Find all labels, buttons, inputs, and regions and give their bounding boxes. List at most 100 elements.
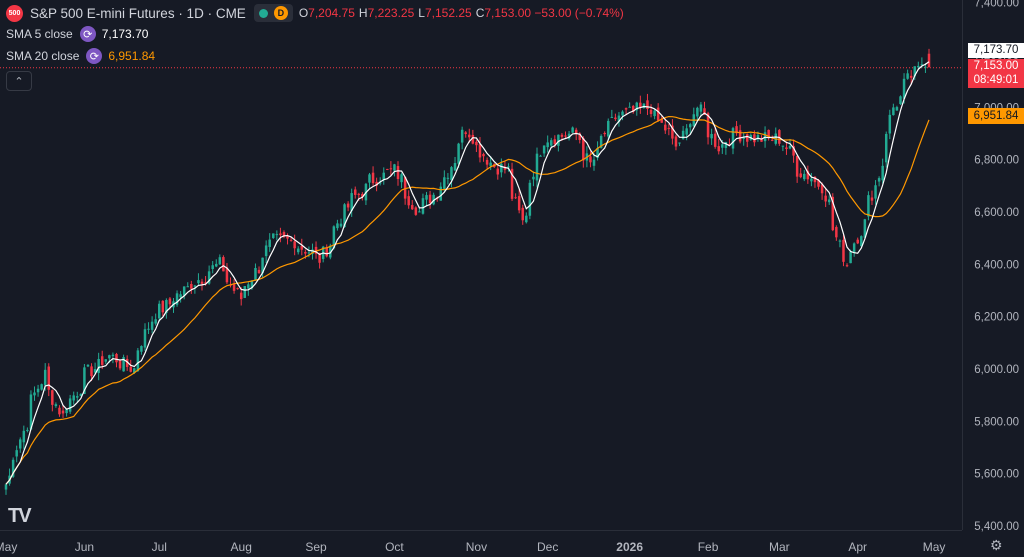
refresh-icon[interactable]: ⟳: [86, 48, 103, 64]
candle-body: [450, 167, 453, 181]
candle-body: [532, 176, 535, 180]
candle: [47, 363, 51, 397]
candle-body: [760, 138, 763, 142]
candle-body: [382, 172, 386, 180]
candle-body: [250, 280, 254, 289]
sp500-icon[interactable]: 500: [6, 4, 23, 22]
candle-body: [877, 178, 881, 182]
tradingview-logo[interactable]: TV: [8, 505, 32, 527]
candle: [535, 147, 539, 188]
candle: [735, 121, 738, 136]
candle: [546, 135, 549, 153]
candle-body: [375, 181, 378, 186]
candle: [318, 252, 321, 269]
candle: [104, 359, 108, 364]
candle: [443, 170, 446, 192]
candle-body: [589, 156, 592, 163]
candle-body: [603, 132, 606, 135]
candle-body: [567, 133, 571, 139]
candle-body: [346, 203, 350, 208]
candle: [389, 161, 393, 176]
candle-body: [888, 114, 892, 134]
candle: [115, 352, 118, 368]
refresh-icon[interactable]: ⟳: [79, 26, 96, 42]
symbol-legend: 500 S&P 500 E-mini Futures · 1D · CME D …: [6, 4, 628, 22]
gear-icon[interactable]: ⚙: [990, 537, 1003, 553]
candle: [411, 200, 414, 210]
candle-body: [646, 100, 649, 109]
candle-body: [475, 141, 478, 146]
candle-body: [557, 134, 560, 146]
candle-body: [361, 193, 364, 197]
candle-body: [756, 134, 760, 140]
candle-body: [293, 241, 296, 249]
sma5-value: 7,173.70: [101, 27, 149, 41]
x-tick-label: Jun: [75, 540, 94, 554]
candle: [507, 163, 510, 172]
symbol-title[interactable]: S&P 500 E-mini Futures · 1D · CME: [30, 5, 246, 21]
candle-body: [147, 328, 150, 330]
candle-body: [582, 138, 585, 161]
x-tick-label: Apr: [848, 540, 867, 554]
candle-body: [503, 166, 507, 170]
sma20-legend[interactable]: SMA 20 close ⟳ 6,951.84: [6, 48, 155, 64]
candle-body: [539, 155, 542, 157]
candle: [179, 290, 182, 303]
candle: [710, 128, 713, 145]
x-tick-label: May: [923, 540, 946, 554]
candle-body: [93, 369, 97, 373]
candle: [496, 163, 500, 180]
candle: [339, 218, 343, 228]
candle: [539, 154, 542, 157]
candle-body: [642, 103, 646, 108]
candle: [414, 206, 418, 216]
candle-body: [86, 364, 90, 367]
candle: [706, 111, 710, 145]
candle: [161, 300, 165, 316]
candle: [917, 61, 920, 69]
collapse-legend-button[interactable]: ⌃: [6, 71, 32, 91]
candle: [717, 138, 720, 155]
candle: [738, 124, 742, 144]
candle-body: [678, 142, 681, 144]
candle: [485, 157, 489, 169]
candle-body: [482, 154, 485, 157]
candle-body: [222, 257, 225, 272]
candle: [239, 287, 243, 306]
candle-body: [724, 141, 728, 148]
candle: [482, 152, 485, 162]
candle-body: [496, 168, 500, 175]
candle-body: [917, 65, 920, 68]
sma5-legend[interactable]: SMA 5 close ⟳ 7,173.70: [6, 26, 148, 42]
candle-body: [133, 368, 136, 373]
candle-body: [849, 251, 852, 264]
candle-body: [386, 168, 389, 170]
status-pill[interactable]: D: [253, 4, 293, 22]
candle: [407, 190, 410, 209]
candle: [19, 437, 22, 453]
candle-body: [785, 147, 788, 149]
candle-body: [738, 130, 742, 142]
candle-body: [852, 243, 856, 253]
candle: [368, 172, 371, 189]
candle-body: [150, 321, 154, 330]
candle: [247, 282, 250, 296]
candle-body: [61, 410, 65, 414]
candle-body: [36, 388, 40, 393]
candle-body: [76, 396, 79, 398]
candle-body: [596, 148, 599, 158]
candle: [713, 127, 717, 149]
interval-badge: D: [273, 6, 288, 20]
x-tick-label: Nov: [466, 540, 487, 554]
candle-body: [685, 128, 688, 135]
candle: [51, 389, 54, 412]
candle-body: [154, 319, 157, 324]
candle-body: [621, 111, 624, 116]
candle: [564, 131, 567, 139]
candle: [33, 386, 36, 401]
candle: [350, 188, 353, 217]
candle: [895, 105, 899, 111]
candle-body: [407, 196, 410, 206]
candle-body: [838, 240, 842, 242]
